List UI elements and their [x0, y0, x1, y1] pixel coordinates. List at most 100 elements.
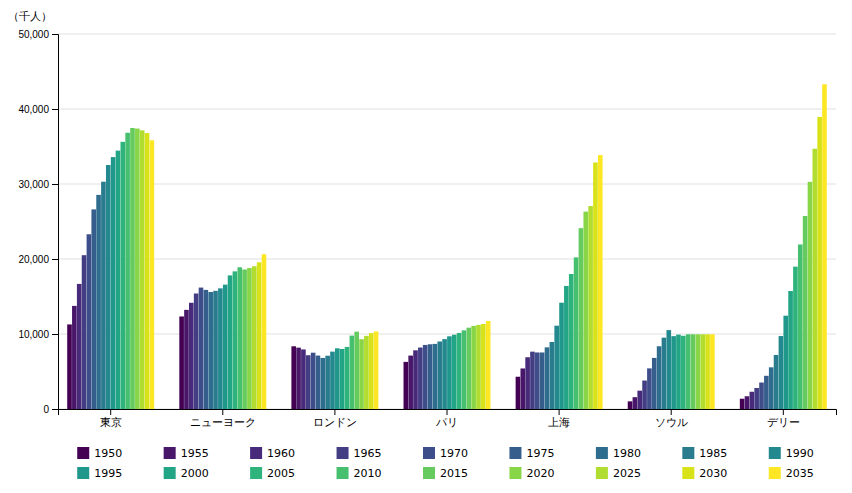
legend-label: 1950	[94, 447, 122, 460]
legend-swatch	[250, 447, 262, 459]
bar	[428, 344, 433, 409]
bar	[67, 324, 72, 409]
legend-label: 2030	[699, 467, 727, 480]
bars	[67, 84, 827, 409]
legend-label: 1960	[267, 447, 295, 460]
bar-series	[135, 129, 812, 409]
bar-series	[111, 157, 788, 409]
bar	[433, 344, 438, 409]
bar	[647, 368, 652, 409]
legend-item: 1985	[682, 447, 727, 460]
bar	[345, 347, 350, 409]
bar	[316, 356, 321, 409]
bar	[579, 228, 584, 409]
legend-item: 2035	[769, 467, 814, 480]
legend-swatch	[337, 447, 349, 459]
bar	[803, 216, 808, 409]
legend-item: 1965	[337, 447, 382, 460]
bar	[691, 334, 696, 409]
bar	[637, 391, 642, 409]
bar	[676, 335, 681, 409]
grid-line	[58, 34, 836, 35]
bar	[208, 292, 213, 409]
bar-series	[72, 306, 749, 409]
x-tick: 上海	[548, 409, 570, 428]
bar	[550, 342, 555, 409]
bar	[364, 336, 369, 409]
bar-series	[130, 128, 807, 409]
bar	[452, 335, 457, 409]
legend-label: 1975	[526, 447, 554, 460]
bar	[593, 162, 598, 409]
bar	[189, 303, 194, 409]
legend-swatch	[509, 467, 521, 479]
bar	[340, 349, 345, 409]
bar	[335, 348, 340, 409]
bar	[554, 326, 559, 409]
y-tick-mark	[52, 109, 58, 110]
bar	[671, 336, 676, 409]
bar	[822, 84, 827, 409]
y-tick-label: 20,000	[18, 254, 49, 265]
legend-swatch	[682, 467, 694, 479]
bar	[140, 130, 145, 409]
bar-series	[140, 130, 817, 409]
legend-item: 1995	[77, 467, 122, 480]
bar	[462, 330, 467, 409]
bar	[745, 396, 750, 409]
x-tick-mark	[222, 409, 223, 415]
bar	[359, 339, 364, 409]
bar	[125, 133, 130, 409]
legend-label: 1965	[354, 447, 382, 460]
bar	[252, 266, 257, 409]
legend-item: 2020	[509, 467, 554, 480]
x-tick-mark	[447, 409, 448, 415]
bar	[194, 294, 199, 409]
bar-series	[120, 142, 797, 409]
legend-label: 2000	[181, 467, 209, 480]
bar-series	[67, 316, 744, 409]
bar	[291, 346, 296, 409]
bar	[418, 348, 423, 409]
legend-item: 2000	[164, 467, 209, 480]
bar	[710, 334, 715, 409]
bar	[812, 149, 817, 409]
bar	[442, 339, 447, 409]
bar	[788, 291, 793, 409]
bar	[437, 341, 442, 409]
bar	[798, 244, 803, 409]
bar-series	[150, 84, 827, 409]
legend-label: 2010	[354, 467, 382, 480]
bar	[559, 303, 564, 409]
bar	[588, 206, 593, 409]
x-tick-mark	[783, 409, 784, 415]
bar	[130, 128, 135, 409]
x-tick-mark	[671, 409, 672, 415]
bar	[77, 284, 82, 409]
y-tick: 50,000	[18, 29, 58, 40]
bar	[476, 325, 481, 409]
legend-item: 1980	[596, 447, 641, 460]
x-tick: デリー	[767, 409, 800, 428]
legend-swatch	[77, 467, 89, 479]
legend-swatch	[250, 467, 262, 479]
legend-label: 2020	[526, 467, 554, 480]
bar-series	[106, 165, 783, 409]
legend-item: 2010	[337, 467, 382, 480]
bar	[774, 355, 779, 409]
bar-series	[125, 133, 802, 409]
legend-label: 2025	[613, 467, 641, 480]
grid-line	[58, 259, 836, 260]
bar	[466, 328, 471, 409]
legend-item: 2030	[682, 467, 727, 480]
bar	[320, 358, 325, 409]
bar	[471, 326, 476, 409]
bar-series	[116, 151, 793, 409]
bar	[705, 334, 710, 409]
bar-series	[77, 284, 754, 409]
legend-label: 2005	[267, 467, 295, 480]
x-tick-label: ニューヨーク	[190, 416, 256, 428]
bar	[633, 397, 638, 409]
bar	[150, 140, 155, 409]
y-tick: 30,000	[18, 179, 58, 190]
